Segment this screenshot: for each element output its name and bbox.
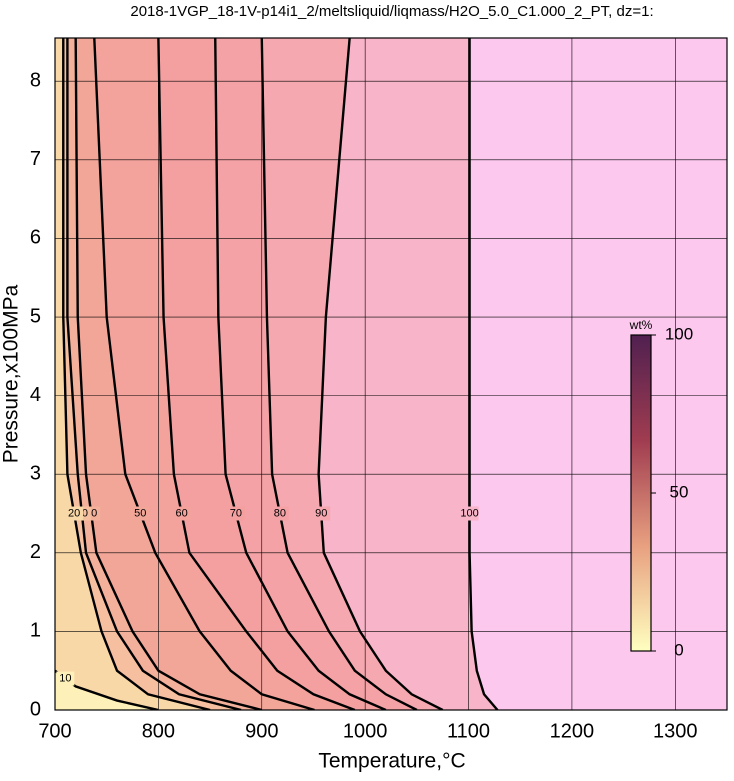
contour-label: 50 [134,507,146,519]
y-tick-label: 2 [30,541,41,563]
colorbar-tick-label: 0 [674,640,683,659]
contour-label: 100 [460,507,478,519]
chart-title: 2018-1VGP_18-1V-p14i1_2/meltsliquid/liqm… [130,3,653,20]
contour-label-bg [312,506,331,521]
contour-label: 20 [68,507,80,519]
contour-line [62,38,211,710]
contour-label-bg [460,506,479,521]
contour-line [93,38,315,710]
contour-line [74,38,263,710]
x-tick-label: 900 [245,720,278,742]
contour-label-bg [56,671,75,686]
colorbar-tick-label: 50 [670,482,689,501]
contour-line [66,38,242,710]
contour-fill [55,38,315,710]
colorbar [630,334,652,652]
contour-label-bg [131,506,150,521]
contour-label: 60 [176,507,188,519]
plot-area: 100908070605040302010 [55,38,727,710]
x-tick-label: 700 [38,720,71,742]
contour-label-bg [226,506,245,521]
contour-line [468,38,499,710]
colorbar-label: wt% [629,318,653,332]
y-tick-label: 8 [30,70,41,92]
contour-line [317,38,444,710]
contour-label-bg [270,506,289,521]
contour-label-bg [65,506,84,521]
y-tick-label: 7 [30,148,41,170]
contour-label: 80 [274,507,286,519]
contour-label: 70 [230,507,242,519]
contour-line [260,38,418,710]
y-tick-label: 5 [30,305,41,327]
contour-fill [55,670,159,710]
contour-line [157,38,356,710]
y-tick-label: 1 [30,620,41,642]
contour-label-bg [172,506,191,521]
y-tick-label: 4 [30,384,41,406]
y-tick-label: 6 [30,227,41,249]
x-axis-label: Temperature,°C [318,750,465,773]
plot-frame [54,37,728,711]
x-tick-label: 1300 [653,720,698,742]
contour-label: 90 [315,507,327,519]
colorbar-tick-label: 100 [665,324,693,343]
overlay: 700 800 900 1000 1100 1200 1300012345678050100… [30,37,728,742]
y-axis-label: Pressure,x100MPa [0,284,23,463]
x-tick-label: 1000 [343,720,388,742]
contour-line [214,38,387,710]
x-tick-label: 800 [142,720,175,742]
y-tick-label: 0 [30,698,41,720]
x-tick-label: 1100 [447,720,490,742]
contour-label: 10 [59,672,71,684]
contour-fill [55,38,211,710]
y-tick-label: 3 [30,462,41,484]
x-tick-label: 1200 [550,720,595,742]
